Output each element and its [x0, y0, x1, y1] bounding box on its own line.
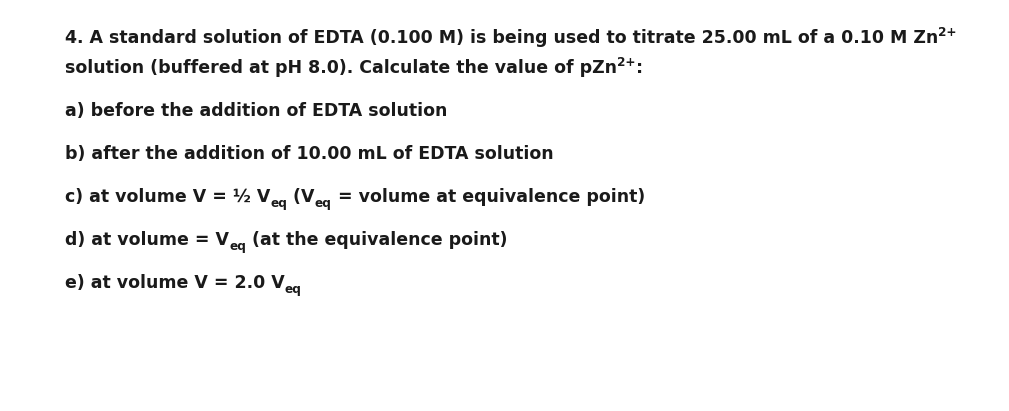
Text: = volume at equivalence point): = volume at equivalence point)	[332, 188, 645, 206]
Text: c) at volume V = ½ V: c) at volume V = ½ V	[65, 188, 270, 206]
Text: 2+: 2+	[938, 26, 957, 39]
Text: solution (buffered at pH 8.0). Calculate the value of pZn: solution (buffered at pH 8.0). Calculate…	[65, 59, 616, 77]
Text: eq: eq	[315, 197, 332, 210]
Text: 2+: 2+	[616, 56, 636, 69]
Text: (at the equivalence point): (at the equivalence point)	[246, 231, 508, 249]
Text: eq: eq	[229, 240, 246, 253]
Text: eq: eq	[270, 197, 288, 210]
Text: a) before the addition of EDTA solution: a) before the addition of EDTA solution	[65, 102, 447, 120]
Text: 4. A standard solution of EDTA (0.100 M) is being used to titrate 25.00 mL of a : 4. A standard solution of EDTA (0.100 M)…	[65, 29, 938, 47]
Text: (V: (V	[288, 188, 315, 206]
Text: b) after the addition of 10.00 mL of EDTA solution: b) after the addition of 10.00 mL of EDT…	[65, 145, 554, 163]
Text: e) at volume V = 2.0 V: e) at volume V = 2.0 V	[65, 274, 285, 292]
Text: :: :	[636, 59, 643, 77]
Text: eq: eq	[285, 283, 302, 296]
Text: d) at volume = V: d) at volume = V	[65, 231, 229, 249]
